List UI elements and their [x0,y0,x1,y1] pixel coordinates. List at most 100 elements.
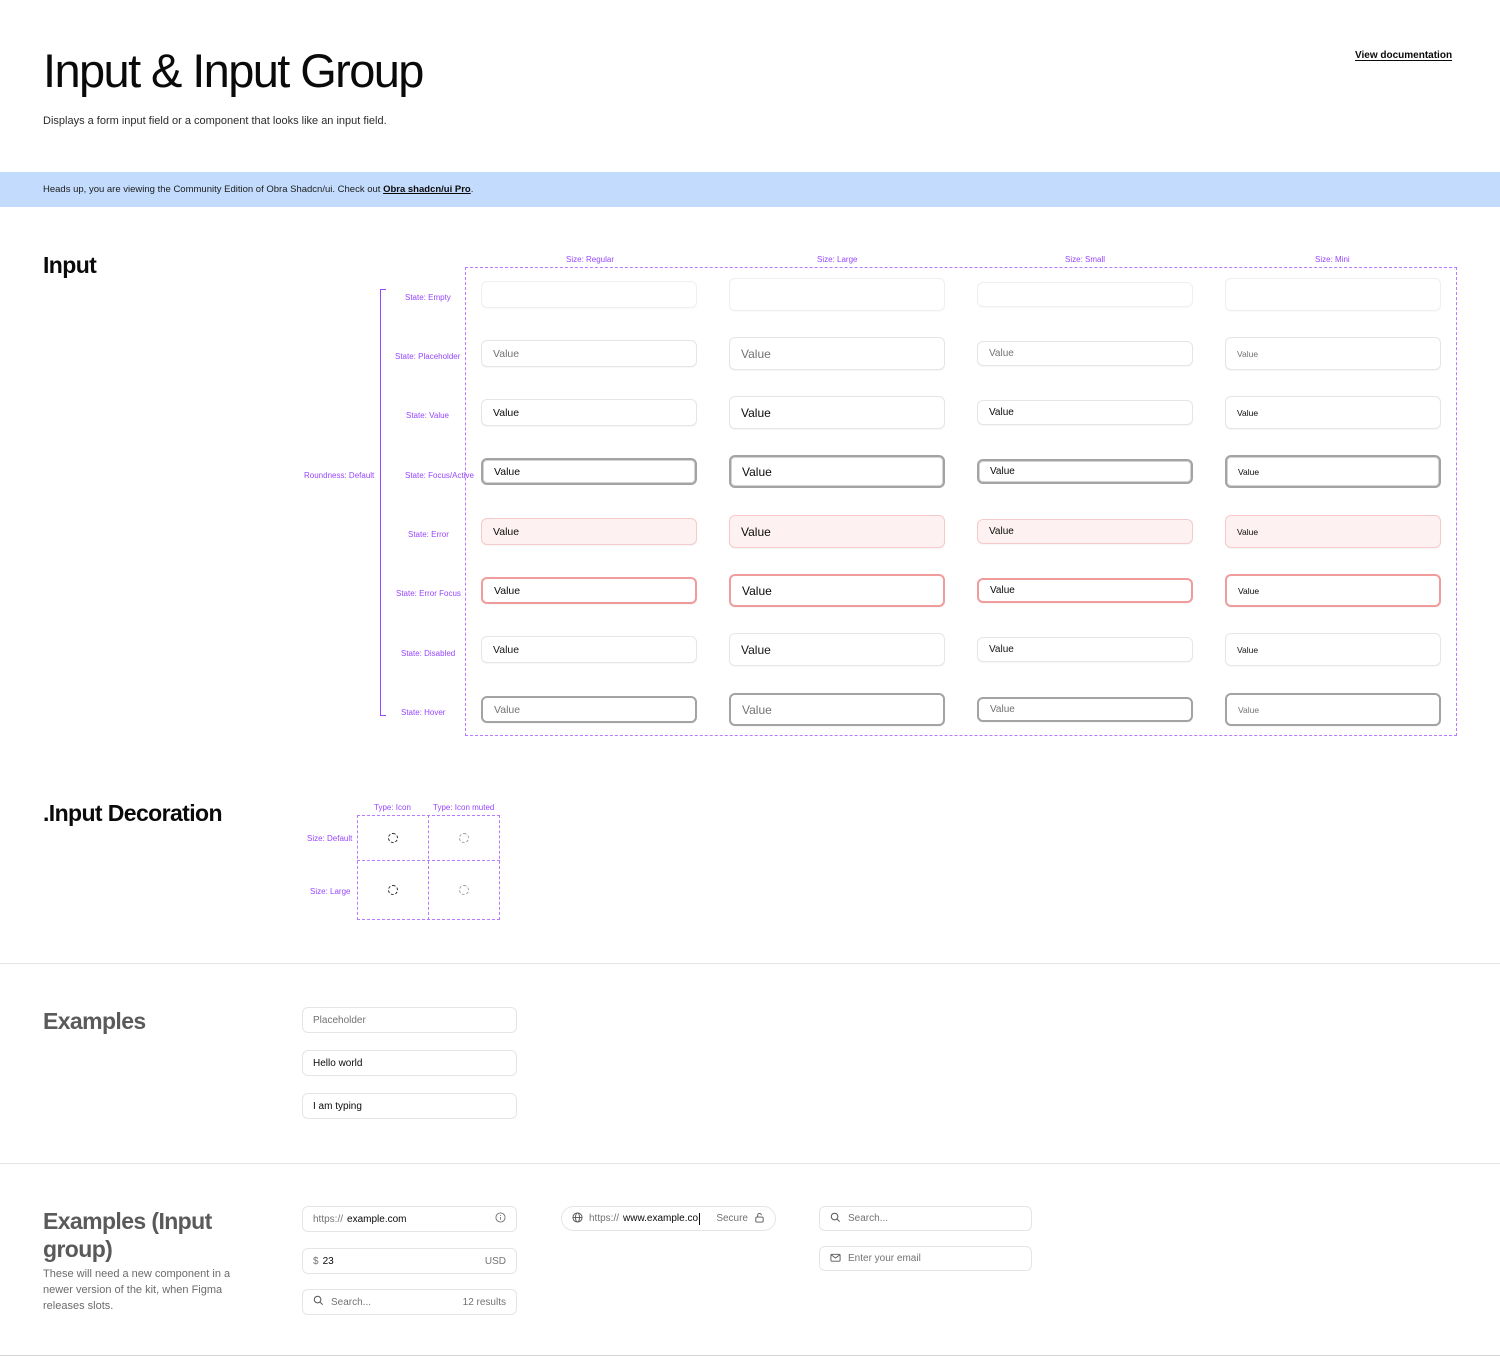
input-mini-focus[interactable]: Value [1225,455,1441,488]
input-value-text: Value [1237,348,1259,359]
state-label-placeholder: State: Placeholder [395,352,461,361]
example-input-placeholder[interactable]: Placeholder [302,1007,517,1033]
input-mini-disabled[interactable]: Value [1225,633,1441,666]
input-large-error[interactable]: Value [729,515,945,548]
search-icon [313,1295,324,1309]
input-small-focus[interactable]: Value [977,459,1193,484]
browser-url-prefix: https:// [589,1213,620,1224]
state-label-empty: State: Empty [405,293,451,302]
input-mini-empty[interactable] [1225,278,1441,311]
page-title: Input & Input Group [43,44,424,97]
input-mini-hover[interactable]: Value [1225,693,1441,726]
group-section-description: These will need a new component in a new… [43,1268,231,1312]
view-documentation-link[interactable]: View documentation [1355,50,1453,61]
input-value-text: Value [989,644,1014,655]
input-mini-value[interactable]: Value [1225,396,1441,429]
input-mini-placeholder[interactable]: Value [1225,337,1441,370]
size-label-large: Size: Large [817,255,858,264]
input-mini-error[interactable]: Value [1225,515,1441,548]
input-value-text: Value [990,704,1015,715]
banner-period: . [470,184,474,195]
example-input-text: I am typing [313,1100,362,1112]
example-input-text: Placeholder [313,1014,366,1026]
input-regular-error[interactable]: Value [481,518,697,545]
input-value-text: Value [989,526,1014,537]
input-value-text: Value [989,407,1014,418]
input-small-placeholder[interactable]: Value [977,341,1193,366]
input-small-error-focus[interactable]: Value [977,578,1193,603]
input-regular-empty[interactable] [481,281,697,308]
mail-icon [830,1252,841,1266]
group-title-line-1: Examples (Input [43,1208,212,1234]
input-large-placeholder[interactable]: Value [729,337,945,370]
state-label-hover: State: Hover [401,708,446,717]
input-large-error-focus[interactable]: Value [729,574,945,607]
decoration-size-default: Size: Default [307,834,353,843]
state-label-focus: State: Focus/Active [405,471,474,480]
decoration-type-icon: Type: Icon [374,803,411,812]
decoration-size-large: Size: Large [310,887,351,896]
state-label-error: State: Error [408,530,449,539]
input-value-text: Value [493,406,520,419]
input-small-error[interactable]: Value [977,519,1193,544]
size-label-regular: Size: Regular [566,255,615,264]
price-value: 23 [322,1255,334,1267]
browser-url-input-group[interactable]: https:// www.example.co Secure [561,1206,776,1231]
state-label-error-focus: State: Error Focus [396,589,461,598]
input-small-value[interactable]: Value [977,400,1193,425]
text-cursor [699,1212,701,1225]
input-value-text: Value [742,583,772,598]
input-regular-disabled[interactable]: Value [481,636,697,663]
globe-icon [572,1211,583,1226]
currency-suffix: USD [484,1255,506,1267]
pro-link[interactable]: Obra shadcn/ui Pro [383,184,471,195]
input-small-hover[interactable]: Value [977,697,1193,722]
input-value-text: Value [990,466,1015,477]
input-large-empty[interactable] [729,278,945,311]
input-large-value[interactable]: Value [729,396,945,429]
search-results-input-group[interactable]: Search... 12 results [302,1289,517,1315]
placeholder-icon-muted [459,833,469,843]
search-input-group[interactable]: Search... [819,1206,1032,1231]
search-placeholder: Search... [848,1213,889,1224]
placeholder-icon-large [388,885,398,895]
input-large-focus[interactable]: Value [729,455,945,488]
roundness-label: Roundness: Default [304,471,375,480]
search-placeholder: Search... [331,1296,372,1308]
info-icon[interactable] [495,1212,506,1226]
input-value-text: Value [494,703,521,716]
decoration-divider-v [428,815,429,920]
input-small-disabled[interactable]: Value [977,637,1193,662]
input-value-text: Value [1238,585,1260,596]
page-description: Displays a form input field or a compone… [43,115,387,127]
input-regular-focus[interactable]: Value [481,458,697,485]
state-bracket [380,289,386,716]
input-regular-value[interactable]: Value [481,399,697,426]
price-input-group[interactable]: $ 23 USD [302,1248,517,1274]
search-icon [830,1212,841,1226]
url-input-group[interactable]: https:// example.com [302,1206,517,1232]
placeholder-icon-large-muted [459,885,469,895]
currency-prefix: $ [313,1255,319,1267]
input-large-disabled[interactable]: Value [729,633,945,666]
example-input-value[interactable]: Hello world [302,1050,517,1076]
input-variants-frame [465,267,1457,736]
email-input-group[interactable]: Enter your email [819,1246,1032,1271]
input-value-text: Value [989,348,1014,359]
input-regular-hover[interactable]: Value [481,696,697,723]
input-regular-error-focus[interactable]: Value [481,577,697,604]
size-label-small: Size: Small [1065,255,1106,264]
bottom-divider [0,1355,1500,1356]
input-mini-error-focus[interactable]: Value [1225,574,1441,607]
input-value-text: Value [494,465,521,478]
url-prefix: https:// [313,1213,344,1225]
input-small-empty[interactable] [977,282,1193,307]
input-regular-placeholder[interactable]: Value [481,340,697,367]
input-large-hover[interactable]: Value [729,693,945,726]
input-value-text: Value [494,584,521,597]
example-input-typing[interactable]: I am typing [302,1093,517,1119]
input-value-text: Value [741,642,771,657]
input-value-text: Value [493,347,520,360]
input-value-text: Value [742,702,772,717]
input-value-text: Value [741,346,771,361]
